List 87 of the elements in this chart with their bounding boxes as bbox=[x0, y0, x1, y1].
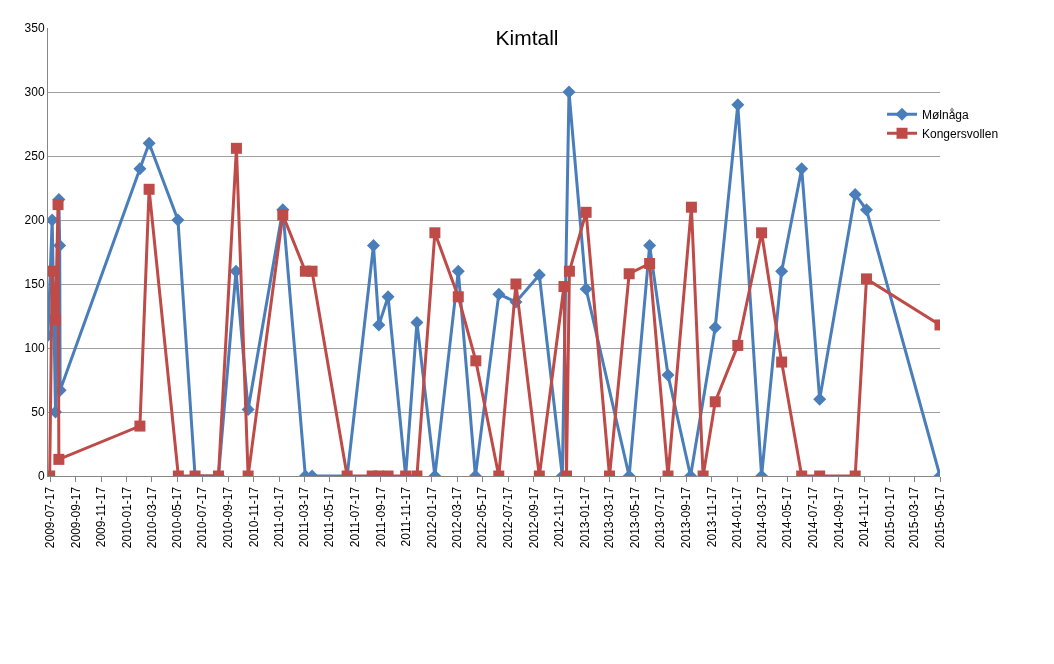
y-tick-label: 0 bbox=[37, 469, 45, 484]
x-tick-label: 2012-03-17 bbox=[449, 486, 464, 549]
x-tick-label: 2009-09-17 bbox=[68, 486, 83, 549]
point bbox=[492, 287, 506, 301]
point bbox=[579, 282, 593, 296]
point bbox=[429, 227, 441, 239]
x-tick-label: 2013-09-17 bbox=[679, 486, 694, 549]
x-tick-label: 2011-07-17 bbox=[347, 486, 362, 548]
point bbox=[756, 227, 768, 239]
y-tick-label: 200 bbox=[24, 213, 45, 228]
x-tick-label: 2010-11-17 bbox=[246, 486, 261, 548]
x-tick-label: 2009-07-17 bbox=[42, 486, 57, 549]
point bbox=[52, 199, 64, 211]
x-tick-label: 2011-01-17 bbox=[272, 486, 287, 548]
point bbox=[860, 273, 872, 285]
x-tick-label: 2011-05-17 bbox=[322, 486, 337, 548]
point bbox=[451, 264, 465, 278]
x-tick-label: 2011-09-17 bbox=[373, 486, 388, 548]
x-tick-label: 2010-07-17 bbox=[195, 486, 210, 549]
y-tick-label: 350 bbox=[24, 21, 45, 36]
point bbox=[510, 278, 522, 290]
x-tick-label: 2011-03-17 bbox=[297, 486, 312, 548]
point bbox=[661, 368, 675, 382]
chart-title: Kimtall bbox=[495, 25, 559, 49]
point bbox=[381, 290, 395, 304]
x-tick-label: 2012-09-17 bbox=[526, 486, 541, 549]
point bbox=[143, 183, 155, 195]
point bbox=[532, 268, 546, 282]
point bbox=[230, 142, 242, 154]
x-tick-label: 2012-05-17 bbox=[475, 486, 490, 549]
x-tick-label: 2012-01-17 bbox=[424, 486, 439, 549]
point bbox=[859, 203, 873, 217]
point bbox=[452, 291, 464, 303]
point bbox=[795, 162, 809, 176]
x-tick-label: 2012-07-17 bbox=[500, 486, 515, 549]
y-tick-label: 250 bbox=[24, 149, 45, 164]
point bbox=[623, 268, 635, 280]
x-tick-label: 2010-03-17 bbox=[144, 486, 159, 549]
x-tick-label: 2013-01-17 bbox=[577, 486, 592, 549]
point bbox=[372, 318, 386, 332]
point bbox=[142, 136, 156, 150]
point bbox=[50, 314, 62, 326]
x-tick-label: 2013-03-17 bbox=[602, 486, 617, 549]
legend-label: Kongersvollen bbox=[922, 126, 999, 141]
point bbox=[731, 98, 745, 112]
y-tick-label: 50 bbox=[31, 405, 45, 420]
x-tick-label: 2009-11-17 bbox=[94, 486, 109, 548]
point bbox=[563, 265, 575, 277]
x-tick-label: 2014-07-17 bbox=[805, 486, 820, 549]
point bbox=[562, 85, 576, 99]
point bbox=[775, 264, 789, 278]
x-tick-label: 2015-05-17 bbox=[932, 486, 947, 549]
point bbox=[848, 187, 862, 201]
point bbox=[580, 206, 592, 218]
point bbox=[732, 339, 744, 351]
point bbox=[470, 355, 482, 367]
x-tick-label: 2015-01-17 bbox=[882, 486, 897, 549]
y-tick-label: 150 bbox=[24, 277, 45, 292]
x-tick-label: 2011-11-17 bbox=[399, 486, 414, 547]
x-tick-label: 2015-03-17 bbox=[907, 486, 922, 549]
x-tick-label: 2013-07-17 bbox=[653, 486, 668, 549]
point bbox=[813, 392, 827, 406]
x-tick-label: 2010-05-17 bbox=[170, 486, 184, 549]
x-tick-label: 2010-09-17 bbox=[221, 486, 236, 549]
x-tick-label: 2013-05-17 bbox=[627, 486, 642, 549]
point bbox=[133, 162, 147, 176]
point bbox=[366, 239, 380, 253]
point bbox=[643, 239, 657, 253]
x-tick-label: 2010-01-17 bbox=[119, 486, 134, 549]
x-tick-label: 2014-05-17 bbox=[780, 486, 795, 549]
x-tick-label: 2014-01-17 bbox=[730, 486, 745, 549]
x-tick-label: 2014-09-17 bbox=[831, 486, 846, 549]
x-tick-label: 2013-11-17 bbox=[704, 486, 719, 548]
x-tick-label: 2012-11-17 bbox=[552, 486, 567, 548]
point bbox=[708, 321, 722, 335]
point bbox=[171, 213, 185, 227]
legend-label: Mølnåga bbox=[922, 107, 970, 122]
x-tick-label: 2014-03-17 bbox=[754, 486, 769, 549]
point bbox=[306, 265, 318, 277]
x-tick-label: 2014-11-17 bbox=[857, 486, 872, 548]
y-tick-label: 300 bbox=[24, 85, 45, 100]
point bbox=[776, 356, 788, 368]
point bbox=[685, 201, 697, 213]
point bbox=[644, 258, 656, 270]
point bbox=[410, 315, 424, 329]
y-tick-label: 100 bbox=[24, 341, 45, 356]
point bbox=[277, 209, 289, 221]
